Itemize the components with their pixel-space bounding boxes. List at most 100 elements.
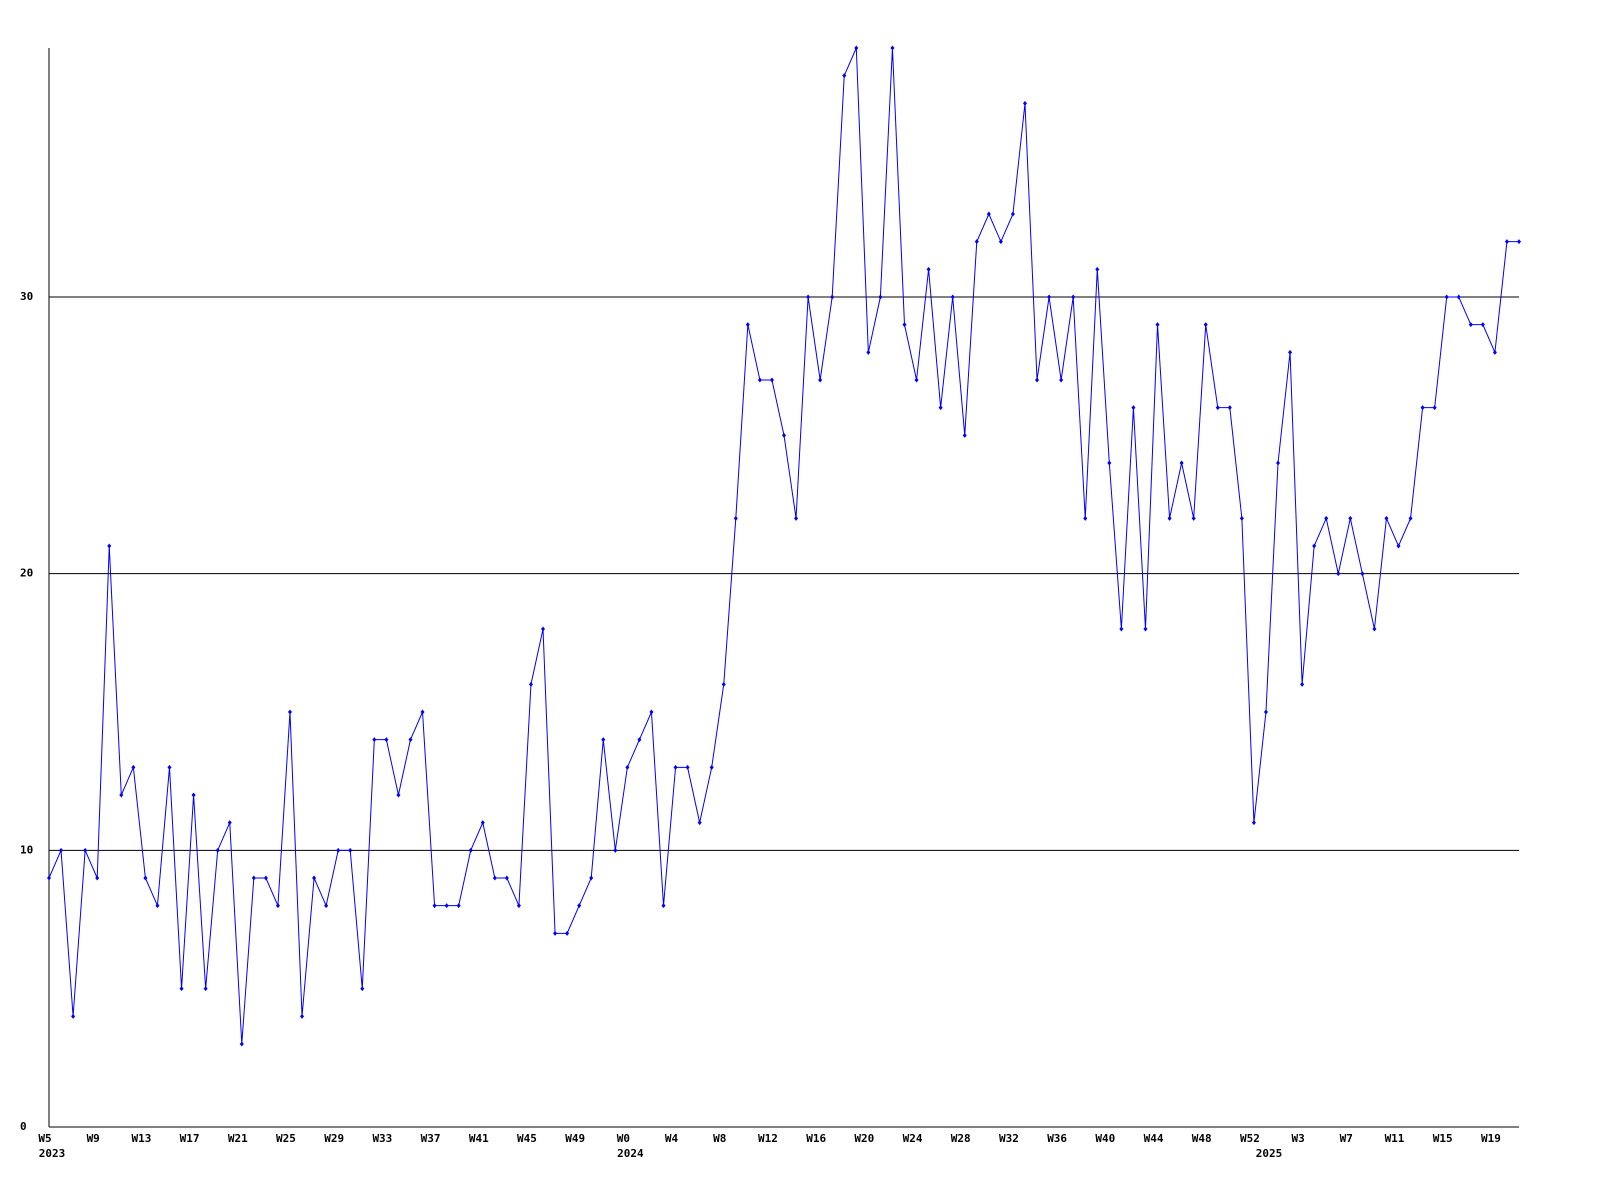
data-point bbox=[119, 792, 124, 798]
data-point bbox=[769, 377, 774, 383]
data-point bbox=[818, 377, 823, 383]
data-point bbox=[757, 377, 762, 383]
data-point bbox=[1107, 460, 1112, 466]
data-point bbox=[1336, 571, 1341, 577]
data-point bbox=[974, 239, 979, 245]
data-point bbox=[962, 432, 967, 438]
x-tick-label: W36 bbox=[1047, 1132, 1067, 1145]
data-point bbox=[59, 847, 64, 853]
data-point bbox=[709, 764, 714, 770]
data-point bbox=[432, 903, 437, 909]
data-point bbox=[625, 764, 630, 770]
data-point bbox=[1203, 322, 1208, 328]
data-point bbox=[1420, 405, 1425, 411]
data-point bbox=[1179, 460, 1184, 466]
x-tick-label: W3 bbox=[1291, 1132, 1304, 1145]
data-point bbox=[794, 515, 799, 521]
data-point bbox=[227, 820, 232, 826]
data-point bbox=[71, 1013, 76, 1019]
x-tick-label: W5 bbox=[38, 1132, 51, 1145]
data-point bbox=[1468, 322, 1473, 328]
data-point bbox=[191, 792, 196, 798]
data-point bbox=[589, 875, 594, 881]
x-tick-label: W12 bbox=[758, 1132, 778, 1145]
data-point bbox=[541, 626, 546, 632]
data-point bbox=[565, 930, 570, 936]
data-point bbox=[179, 986, 184, 992]
data-point bbox=[324, 903, 329, 909]
x-tick-label: W37 bbox=[421, 1132, 441, 1145]
data-point bbox=[348, 847, 353, 853]
data-point bbox=[287, 709, 292, 715]
data-point bbox=[1071, 294, 1076, 300]
data-point bbox=[516, 903, 521, 909]
data-point bbox=[938, 405, 943, 411]
data-point bbox=[1456, 294, 1461, 300]
data-point bbox=[866, 349, 871, 355]
data-point bbox=[239, 1041, 244, 1047]
data-point bbox=[697, 820, 702, 826]
data-point bbox=[1517, 239, 1521, 245]
data-point bbox=[986, 211, 991, 217]
data-point bbox=[107, 543, 112, 549]
x-tick-label: W20 bbox=[854, 1132, 874, 1145]
data-point bbox=[528, 681, 533, 687]
data-point bbox=[613, 847, 618, 853]
x-year-label: 2024 bbox=[617, 1147, 644, 1160]
data-point bbox=[1288, 349, 1293, 355]
data-point bbox=[553, 930, 558, 936]
data-point bbox=[842, 73, 847, 79]
data-point bbox=[444, 903, 449, 909]
data-point bbox=[673, 764, 678, 770]
data-point bbox=[251, 875, 256, 881]
data-point bbox=[1432, 405, 1437, 411]
x-tick-label: W52 bbox=[1240, 1132, 1260, 1145]
data-point bbox=[336, 847, 341, 853]
x-tick-label: W21 bbox=[228, 1132, 248, 1145]
data-point bbox=[1035, 377, 1040, 383]
data-point bbox=[215, 847, 220, 853]
data-point bbox=[998, 239, 1003, 245]
data-point bbox=[926, 266, 931, 272]
data-point bbox=[1480, 322, 1485, 328]
x-tick-label: W13 bbox=[131, 1132, 151, 1145]
data-point bbox=[721, 681, 726, 687]
data-point bbox=[1215, 405, 1220, 411]
x-tick-label: W15 bbox=[1433, 1132, 1453, 1145]
data-point bbox=[1010, 211, 1015, 217]
x-year-label: 2023 bbox=[39, 1147, 66, 1160]
data-point bbox=[782, 432, 786, 438]
x-tick-label: W7 bbox=[1340, 1132, 1353, 1145]
x-tick-label: W33 bbox=[372, 1132, 392, 1145]
data-point bbox=[263, 875, 268, 881]
data-point bbox=[1348, 515, 1353, 521]
data-point bbox=[95, 875, 100, 881]
data-point bbox=[1047, 294, 1052, 300]
data-point bbox=[854, 45, 859, 51]
x-tick-label: W45 bbox=[517, 1132, 537, 1145]
data-point bbox=[1408, 515, 1413, 521]
x-tick-label: W8 bbox=[713, 1132, 726, 1145]
data-point bbox=[1251, 820, 1256, 826]
x-tick-label: W48 bbox=[1192, 1132, 1212, 1145]
data-point bbox=[420, 709, 425, 715]
y-tick-label: 30 bbox=[20, 290, 33, 303]
data-point bbox=[733, 515, 738, 521]
data-point bbox=[661, 903, 666, 909]
data-point bbox=[914, 377, 919, 383]
data-point bbox=[1022, 100, 1027, 106]
data-point bbox=[1444, 294, 1449, 300]
data-point bbox=[1227, 405, 1232, 411]
x-tick-label: W9 bbox=[87, 1132, 100, 1145]
data-point bbox=[396, 792, 401, 798]
x-tick-label: W0 bbox=[617, 1132, 630, 1145]
data-point bbox=[1143, 626, 1148, 632]
x-tick-label: W16 bbox=[806, 1132, 826, 1145]
data-point bbox=[1059, 377, 1064, 383]
data-point bbox=[1263, 709, 1268, 715]
x-tick-label: W11 bbox=[1385, 1132, 1405, 1145]
data-point bbox=[300, 1013, 305, 1019]
x-tick-label: W49 bbox=[565, 1132, 585, 1145]
data-point bbox=[504, 875, 509, 881]
data-point bbox=[372, 737, 377, 743]
